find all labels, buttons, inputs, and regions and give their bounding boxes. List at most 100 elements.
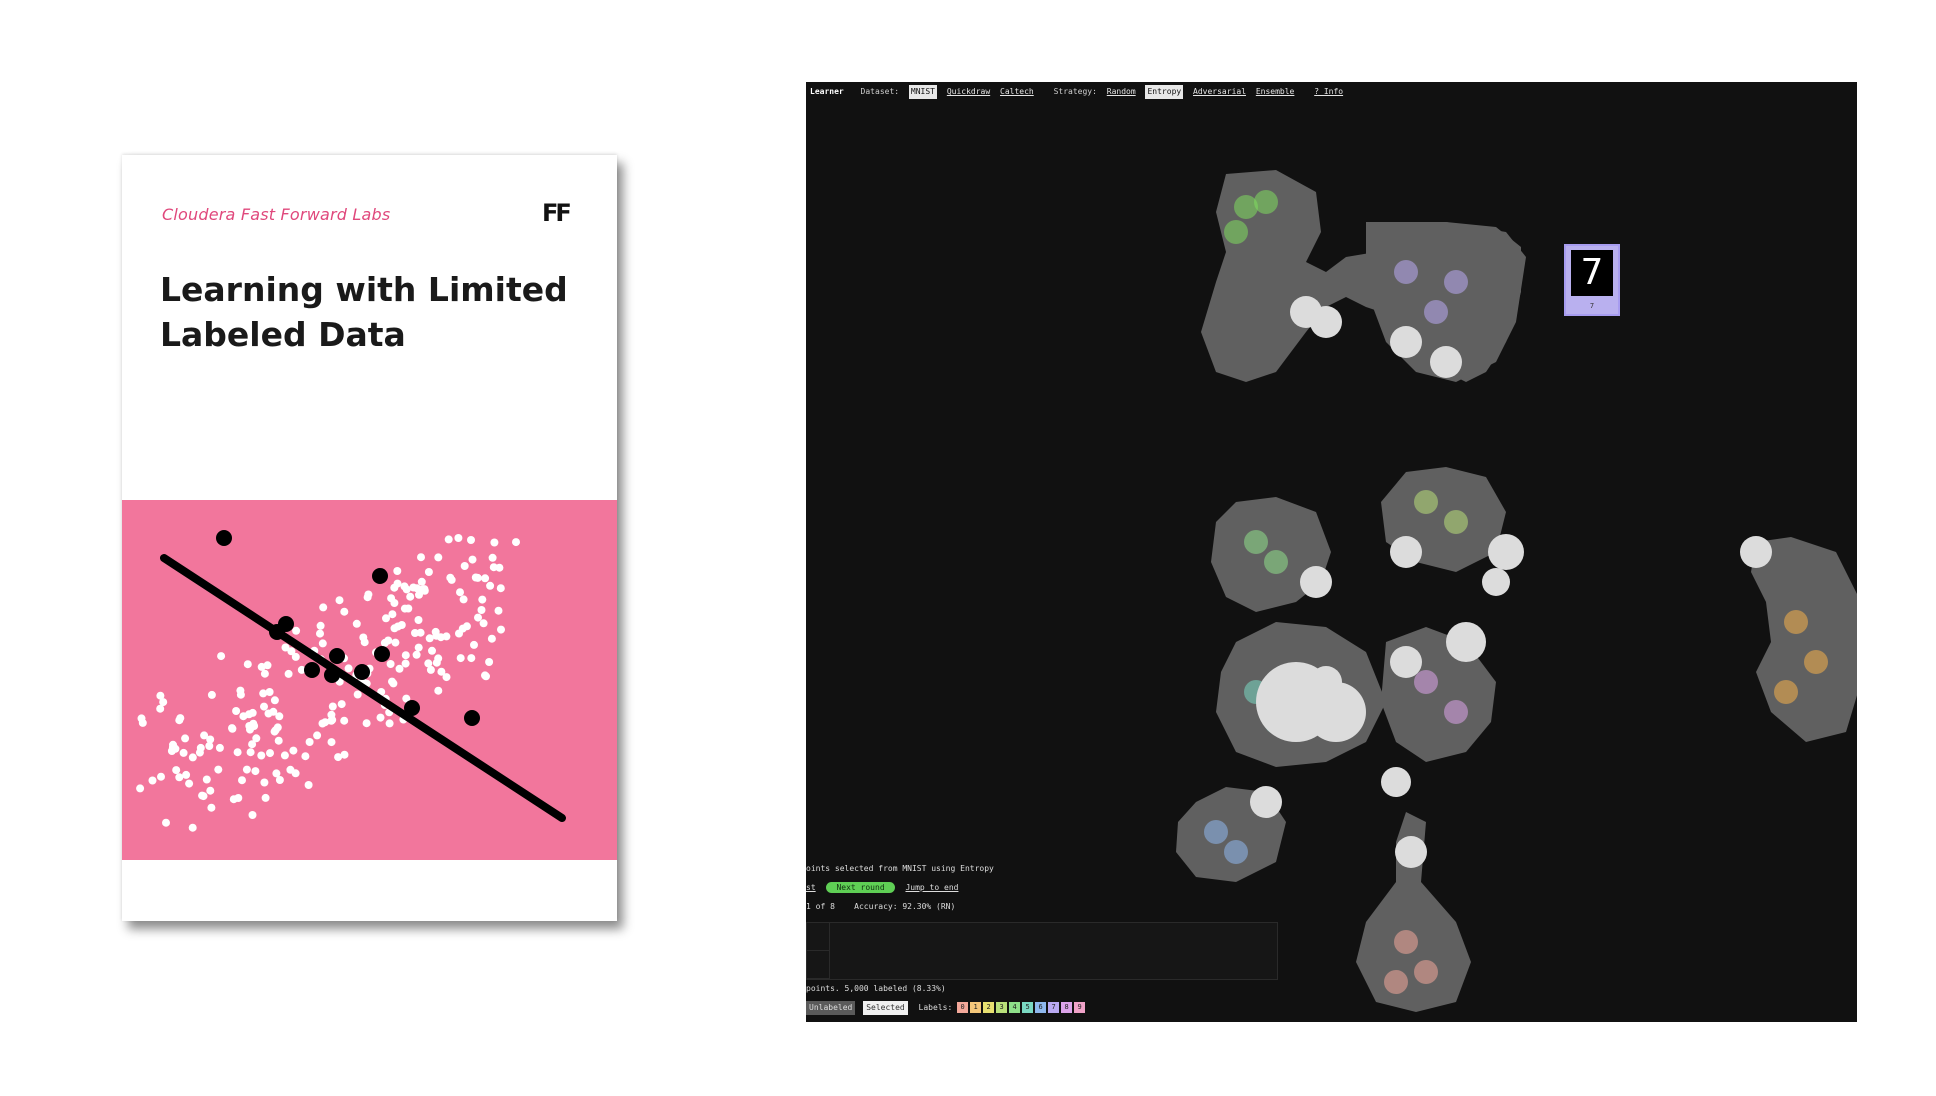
labeled-point-group bbox=[1414, 960, 1438, 984]
unlabeled-dot bbox=[414, 643, 423, 652]
legend-swatch-0[interactable]: 0 bbox=[957, 1002, 969, 1013]
labeled-point-group bbox=[1774, 680, 1798, 704]
unlabeled-dot bbox=[442, 673, 451, 682]
dataset-option-caltech[interactable]: Caltech bbox=[1000, 87, 1034, 96]
dataset-option-mnist[interactable]: MNIST bbox=[908, 85, 937, 99]
selected-point-group bbox=[1390, 536, 1422, 568]
unlabeled-dot bbox=[359, 633, 368, 642]
unlabeled-dot bbox=[249, 719, 258, 728]
unlabeled-dot bbox=[487, 634, 496, 643]
reset-link-fragment[interactable]: st bbox=[806, 883, 816, 892]
unlabeled-dot bbox=[228, 724, 236, 733]
unlabeled-dot bbox=[340, 750, 349, 759]
unlabeled-dot bbox=[400, 604, 409, 613]
cover-title-line-2: Labeled Data bbox=[160, 315, 406, 354]
jump-to-end-link[interactable]: Jump to end bbox=[905, 883, 959, 892]
unlabeled-dot bbox=[444, 535, 453, 544]
unlabeled-dot bbox=[273, 723, 282, 732]
legend-swatch-3[interactable]: 3 bbox=[996, 1002, 1008, 1013]
unlabeled-dot bbox=[437, 667, 446, 676]
selected-point-group bbox=[1250, 786, 1282, 818]
unlabeled-dot bbox=[467, 536, 475, 544]
labeled-point-group bbox=[1254, 190, 1278, 214]
unlabeled-dot bbox=[305, 738, 314, 746]
unlabeled-dot bbox=[406, 592, 415, 601]
unlabeled-dot bbox=[512, 538, 520, 547]
unlabeled-dot bbox=[456, 588, 464, 597]
legend-swatch-6[interactable]: 6 bbox=[1035, 1002, 1047, 1013]
round-info: 1 of 8 Accuracy: 92.30% (RN) bbox=[806, 902, 955, 911]
unlabeled-dot bbox=[318, 719, 327, 728]
unlabeled-dot bbox=[387, 594, 396, 603]
strategy-option-adversarial[interactable]: Adversarial bbox=[1193, 87, 1247, 96]
unlabeled-dots bbox=[136, 534, 520, 832]
labeled-point-group bbox=[1444, 700, 1468, 724]
unlabeled-dot bbox=[386, 660, 395, 668]
legend-swatch-5[interactable]: 5 bbox=[1022, 1002, 1034, 1013]
legend-selected[interactable]: Selected bbox=[863, 1001, 908, 1015]
unlabeled-dot bbox=[162, 818, 170, 827]
unlabeled-dot bbox=[232, 707, 241, 715]
unlabeled-dot bbox=[432, 658, 441, 667]
unlabeled-dot bbox=[200, 731, 209, 740]
unlabeled-dot bbox=[304, 781, 313, 789]
cluster-right-orange[interactable] bbox=[1751, 537, 1857, 742]
embedding-plot[interactable] bbox=[806, 82, 1857, 1022]
labeled-point-group bbox=[1224, 220, 1248, 244]
unlabeled-dot bbox=[434, 686, 443, 695]
unlabeled-dot bbox=[393, 567, 402, 575]
legend-swatch-2[interactable]: 2 bbox=[983, 1002, 995, 1013]
unlabeled-dot bbox=[467, 654, 476, 663]
legend-swatch-4[interactable]: 4 bbox=[1009, 1002, 1021, 1013]
legend-swatch-8[interactable]: 8 bbox=[1061, 1002, 1073, 1013]
unlabeled-dot bbox=[292, 626, 301, 635]
cluster-bottom-pink[interactable] bbox=[1356, 812, 1471, 1012]
labeled-point-group bbox=[1444, 270, 1468, 294]
unlabeled-dot bbox=[313, 731, 322, 740]
labeled-point-group bbox=[1384, 970, 1408, 994]
unlabeled-dot bbox=[196, 743, 205, 752]
selected-point-group bbox=[1446, 622, 1486, 662]
round-controls: st Next round Jump to end bbox=[806, 882, 958, 893]
dataset-option-quickdraw[interactable]: Quickdraw bbox=[946, 87, 991, 96]
unlabeled-dot bbox=[488, 553, 497, 562]
unlabeled-dot bbox=[382, 614, 390, 623]
unlabeled-dot bbox=[425, 634, 434, 643]
selected-point-group bbox=[1310, 306, 1342, 338]
unlabeled-dot bbox=[259, 689, 268, 698]
unlabeled-dot bbox=[156, 691, 165, 700]
unlabeled-dot bbox=[280, 751, 289, 760]
legend-unlabeled[interactable]: Unlabeled bbox=[806, 1001, 856, 1015]
unlabeled-dot bbox=[275, 776, 284, 784]
unlabeled-dot bbox=[495, 563, 504, 572]
unlabeled-dot bbox=[402, 694, 411, 703]
unlabeled-dot bbox=[327, 738, 336, 747]
strategy-option-entropy[interactable]: Entropy bbox=[1145, 85, 1184, 99]
strategy-option-ensemble[interactable]: Ensemble bbox=[1255, 87, 1295, 96]
unlabeled-dot bbox=[340, 607, 349, 616]
info-link[interactable]: ? Info bbox=[1314, 87, 1344, 96]
legend-swatch-9[interactable]: 9 bbox=[1074, 1002, 1086, 1013]
labeled-dot bbox=[216, 530, 232, 546]
legend-swatch-7[interactable]: 7 bbox=[1048, 1002, 1060, 1013]
strategy-option-random[interactable]: Random bbox=[1106, 87, 1136, 96]
labeled-point-group bbox=[1394, 930, 1418, 954]
unlabeled-dot bbox=[318, 639, 327, 648]
unlabeled-dot bbox=[424, 659, 433, 668]
unlabeled-dot bbox=[340, 716, 349, 725]
next-round-button[interactable]: Next round bbox=[826, 882, 895, 893]
unlabeled-dot bbox=[474, 613, 482, 622]
publisher-name: Cloudera Fast Forward Labs bbox=[162, 205, 391, 224]
unlabeled-dot bbox=[270, 696, 279, 705]
dataset-label: Dataset: bbox=[860, 87, 900, 96]
legend-swatch-1[interactable]: 1 bbox=[970, 1002, 982, 1013]
unlabeled-dot bbox=[344, 664, 353, 673]
labeled-dot bbox=[324, 667, 340, 683]
unlabeled-dot bbox=[188, 823, 197, 832]
unlabeled-dot bbox=[185, 779, 194, 788]
unlabeled-dot bbox=[172, 766, 181, 775]
unlabeled-dot bbox=[401, 659, 410, 668]
selected-point-group bbox=[1740, 536, 1772, 568]
unlabeled-dot bbox=[206, 735, 215, 744]
